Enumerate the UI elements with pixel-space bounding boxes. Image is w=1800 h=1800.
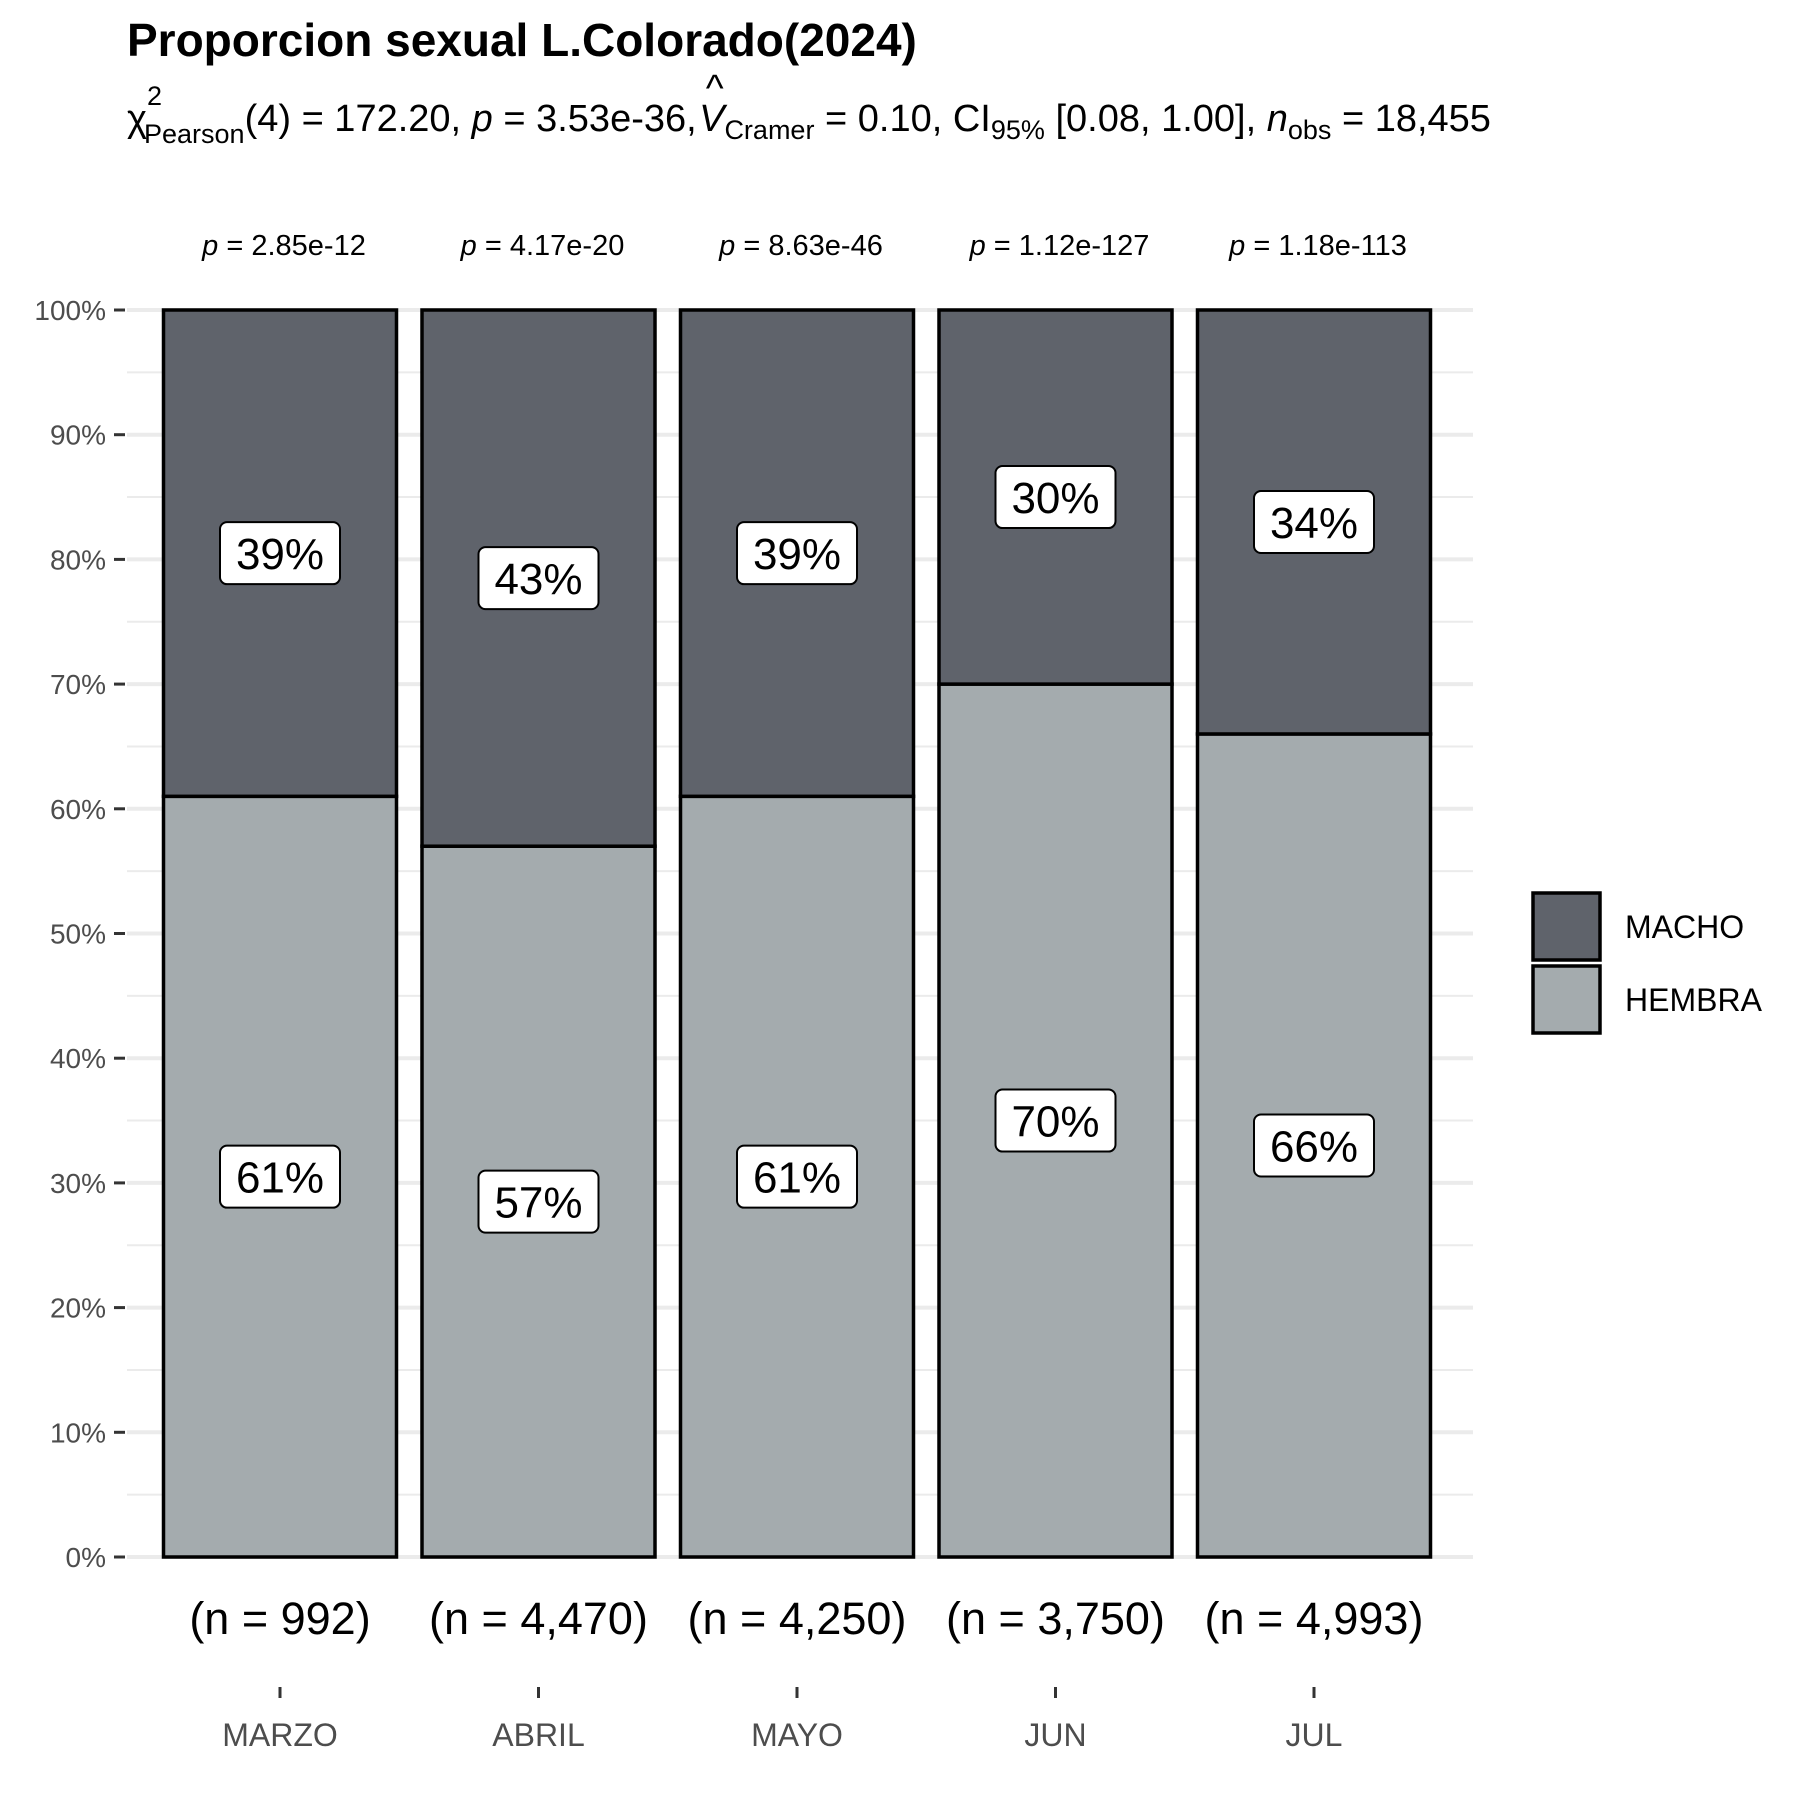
axis-layer: 0% 10% 20% 30% 40% 50% 60% 70% 80% 90% 100% p = 2.8… <box>34 230 1423 1753</box>
subtitle-v-hat: ^ <box>705 68 724 110</box>
p-value-mayo: p = 8.63e-46 <box>718 230 883 262</box>
y-tick-label: 80% <box>50 544 106 575</box>
label-macho-abril-text: 43% <box>494 555 582 604</box>
x-tick-label-jul: JUL <box>1286 1717 1343 1753</box>
label-macho-jul: 34% <box>1253 489 1375 554</box>
subtitle-v-val: = 0.10, CI <box>814 98 990 140</box>
y-tick-label: 90% <box>50 420 106 451</box>
subtitle-p-sym: p <box>471 98 493 140</box>
label-macho-mayo-box <box>736 521 858 586</box>
label-macho-mayo: 39% <box>736 521 858 586</box>
n-label-jun: (n = 3,750) <box>946 1593 1165 1644</box>
p-value-jul: p = 1.18e-113 <box>1228 230 1407 262</box>
label-hembra-marzo-box <box>219 1144 341 1209</box>
label-macho-jun-text: 30% <box>1011 474 1099 523</box>
p-value-abril: p = 4.17e-20 <box>460 230 625 262</box>
p-value-marzo: p = 2.85e-12 <box>201 230 366 262</box>
bars-layer <box>161 308 1433 1559</box>
p-value-symbol: p <box>969 230 986 262</box>
label-macho-marzo-box <box>219 521 341 586</box>
y-tick-label: 70% <box>50 669 106 700</box>
label-hembra-jul-box <box>1253 1113 1375 1178</box>
p-value-jun: p = 1.12e-127 <box>969 230 1150 262</box>
y-tick-label: 20% <box>50 1293 106 1324</box>
subtitle-v-sub: Cramer <box>724 115 814 145</box>
subtitle-chi: χ <box>127 98 147 140</box>
y-tick-label: 40% <box>50 1043 106 1074</box>
n-label-marzo: (n = 992) <box>189 1593 370 1644</box>
subtitle-n-sym: n <box>1267 98 1288 140</box>
subtitle-chi-sup: 2 <box>147 81 162 111</box>
legend-key-macho <box>1531 891 1602 962</box>
p-value-symbol: p <box>718 230 735 262</box>
p-value-number: = 1.18e-113 <box>1245 230 1407 262</box>
n-label-jul: (n = 4,993) <box>1205 1593 1424 1644</box>
label-hembra-mayo-text: 61% <box>753 1154 841 1203</box>
label-hembra-jun-text: 70% <box>1011 1098 1099 1147</box>
label-hembra-abril-box <box>477 1169 600 1234</box>
legend-key-hembra <box>1531 964 1602 1035</box>
x-tick-label-marzo: MARZO <box>222 1717 338 1753</box>
p-value-symbol: p <box>1228 230 1245 262</box>
subtitle-chi-sub: Pearson <box>144 119 245 149</box>
subtitle-ci-val: [0.08, 1.00], <box>1045 98 1267 140</box>
label-hembra-mayo-box <box>736 1144 858 1209</box>
legend-label-hembra: HEMBRA <box>1625 982 1763 1018</box>
label-macho-jun-box <box>994 465 1117 530</box>
label-macho-marzo-text: 39% <box>236 530 324 579</box>
label-hembra-abril-text: 57% <box>494 1179 582 1228</box>
label-hembra-jul: 66% <box>1253 1113 1375 1178</box>
x-tick-label-abril: ABRIL <box>492 1717 584 1753</box>
label-hembra-jul-text: 66% <box>1270 1122 1358 1171</box>
p-value-number: = 2.85e-12 <box>218 230 366 262</box>
subtitle-df: (4) = 172.20, <box>245 98 472 140</box>
p-value-symbol: p <box>201 230 218 262</box>
p-value-number: = 8.63e-46 <box>735 230 883 262</box>
labels-layer: 61% 39% 57% 43% 61% 39% 70% 30% 66% 34% <box>219 465 1375 1234</box>
y-tick-label: 100% <box>34 295 106 326</box>
label-hembra-abril: 57% <box>477 1169 600 1234</box>
label-macho-abril-box <box>477 546 600 611</box>
subtitle-ci-sub: 95% <box>991 115 1045 145</box>
y-tick-label: 50% <box>50 919 106 950</box>
label-hembra-jun-box <box>994 1088 1117 1153</box>
chart-title: Proporcion sexual L.Colorado(2024) <box>127 14 917 66</box>
legend-label-macho: MACHO <box>1625 909 1744 945</box>
y-tick-label: 30% <box>50 1168 106 1199</box>
label-hembra-marzo: 61% <box>219 1144 341 1209</box>
subtitle-p-val: = 3.53e-36, <box>493 98 707 140</box>
subtitle-n-val: = 18,455 <box>1331 98 1491 140</box>
label-hembra-mayo: 61% <box>736 1144 858 1209</box>
p-value-number: = 4.17e-20 <box>477 230 625 262</box>
x-tick-label-jun: JUN <box>1024 1717 1086 1753</box>
label-macho-jul-text: 34% <box>1270 499 1358 548</box>
n-label-abril: (n = 4,470) <box>429 1593 648 1644</box>
label-hembra-jun: 70% <box>994 1088 1117 1153</box>
y-tick-label: 0% <box>66 1542 106 1573</box>
n-label-mayo: (n = 4,250) <box>688 1593 907 1644</box>
p-value-number: = 1.12e-127 <box>986 230 1150 262</box>
label-macho-jun: 30% <box>994 465 1117 530</box>
chart-subtitle: χ2 Pearson(4) = 172.20, p = 3.53e-36, ^ VC… <box>127 68 1491 149</box>
label-macho-abril: 43% <box>477 546 600 611</box>
y-tick-label: 60% <box>50 794 106 825</box>
subtitle-v-sym: V <box>699 98 728 140</box>
label-macho-mayo-text: 39% <box>753 530 841 579</box>
y-tick-label: 10% <box>50 1417 106 1448</box>
x-tick-label-mayo: MAYO <box>751 1717 843 1753</box>
p-value-symbol: p <box>460 230 477 262</box>
subtitle-n-sub: obs <box>1288 115 1332 145</box>
label-hembra-marzo-text: 61% <box>236 1154 324 1203</box>
legend: MACHO HEMBRA <box>1531 891 1763 1035</box>
label-macho-jul-box <box>1253 489 1375 554</box>
label-macho-marzo: 39% <box>219 521 341 586</box>
